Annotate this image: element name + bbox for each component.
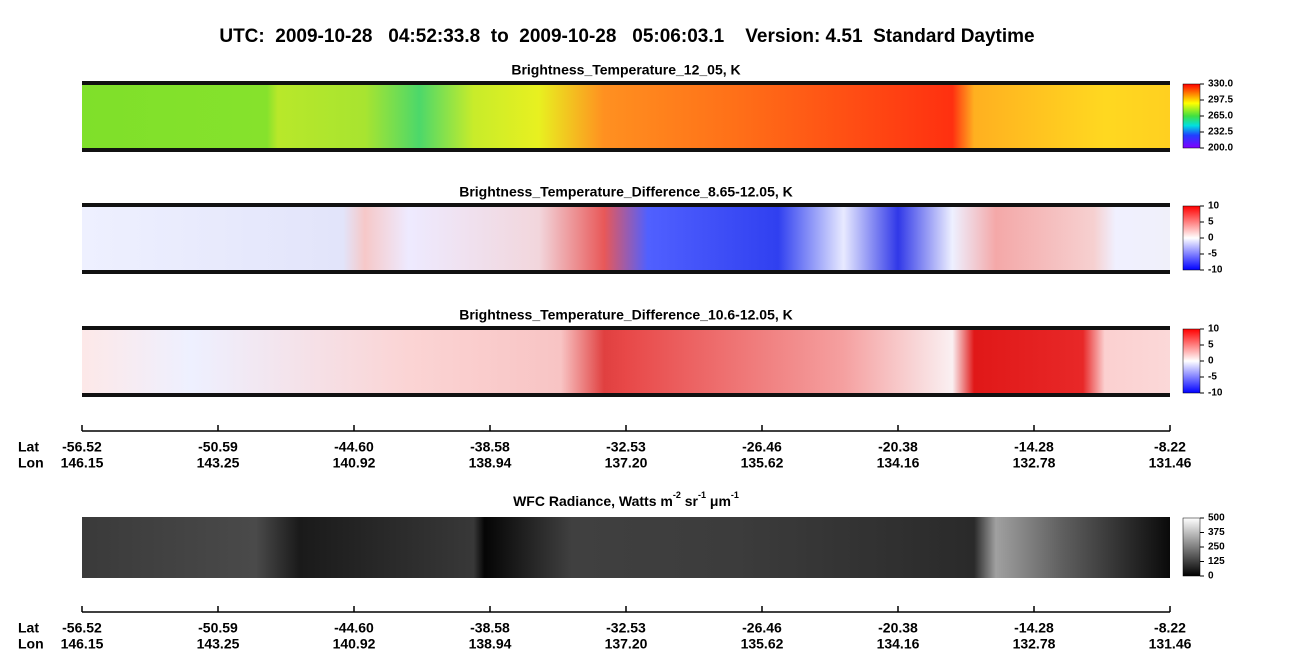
title-part: -1 xyxy=(698,490,706,500)
swath-edge xyxy=(82,326,1170,330)
colorbar-tick-label: 0 xyxy=(1208,233,1214,244)
lat-tick-label: -44.60 xyxy=(334,620,374,636)
lat-label: Lat xyxy=(18,620,39,636)
lat-label: Lat xyxy=(18,439,39,455)
lat-tick-label: -26.46 xyxy=(742,620,782,636)
heatmap-image xyxy=(82,205,1170,272)
lon-tick-label: 140.92 xyxy=(333,636,376,652)
lon-tick-label: 134.16 xyxy=(877,455,920,471)
colorbar-tick-label: 0 xyxy=(1208,356,1214,367)
panel-title: WFC Radiance, Watts m-2 sr-1 μm-1 xyxy=(513,490,739,508)
lat-tick-label: -44.60 xyxy=(334,439,374,455)
lat-tick-label: -26.46 xyxy=(742,439,782,455)
lon-tick-label: 134.16 xyxy=(877,636,920,652)
lat-tick-label: -38.58 xyxy=(470,439,510,455)
colorbar-tick-label: -10 xyxy=(1208,265,1223,276)
colorbar xyxy=(1182,328,1201,394)
heatmap-image xyxy=(82,328,1170,395)
swath-edge xyxy=(82,81,1170,85)
title-part: -1 xyxy=(731,490,739,500)
lon-tick-label: 138.94 xyxy=(469,636,512,652)
main-title: UTC: 2009-10-28 04:52:33.8 to 2009-10-28… xyxy=(219,26,1034,47)
colorbar-tick-label: 0 xyxy=(1208,571,1214,582)
colorbar-tick-label: -5 xyxy=(1208,372,1217,383)
title-part: -2 xyxy=(673,490,681,500)
colorbar-tick-label: 10 xyxy=(1208,324,1220,335)
lon-tick-label: 131.46 xyxy=(1149,636,1192,652)
colorbar-tick-label: 125 xyxy=(1208,556,1225,567)
panel-title: Brightness_Temperature_Difference_10.6-1… xyxy=(459,307,793,323)
colorbar-tick-label: 5 xyxy=(1208,217,1214,228)
lat-tick-label: -56.52 xyxy=(62,620,102,636)
swath-edge xyxy=(82,148,1170,152)
lat-tick-label: -50.59 xyxy=(198,620,238,636)
lat-tick-label: -50.59 xyxy=(198,439,238,455)
lon-tick-label: 132.78 xyxy=(1013,455,1056,471)
lat-tick-label: -32.53 xyxy=(606,439,646,455)
lon-tick-label: 143.25 xyxy=(197,636,240,652)
lat-tick-label: -20.38 xyxy=(878,620,918,636)
lat-tick-label: -32.53 xyxy=(606,620,646,636)
colorbar-tick-label: 375 xyxy=(1208,527,1225,538)
colorbar-tick-label: 500 xyxy=(1208,513,1225,524)
lat-tick-label: -38.58 xyxy=(470,620,510,636)
lon-tick-label: 131.46 xyxy=(1149,455,1192,471)
lat-tick-label: -8.22 xyxy=(1154,439,1186,455)
colorbar-tick-label: 232.5 xyxy=(1208,127,1233,138)
lat-tick-label: -14.28 xyxy=(1014,439,1054,455)
colorbar-tick-label: 297.5 xyxy=(1208,95,1233,106)
colorbar-tick-label: -5 xyxy=(1208,249,1217,260)
lon-tick-label: 137.20 xyxy=(605,636,648,652)
lon-tick-label: 132.78 xyxy=(1013,636,1056,652)
lon-tick-label: 135.62 xyxy=(741,636,784,652)
colorbar xyxy=(1182,205,1201,271)
lon-tick-label: 143.25 xyxy=(197,455,240,471)
title-part: sr xyxy=(681,493,699,509)
colorbar-tick-label: 265.0 xyxy=(1208,111,1233,122)
lon-tick-label: 146.15 xyxy=(61,455,104,471)
lon-tick-label: 138.94 xyxy=(469,455,512,471)
lat-tick-label: -14.28 xyxy=(1014,620,1054,636)
colorbar xyxy=(1182,517,1201,577)
swath-edge xyxy=(82,393,1170,397)
lon-tick-label: 137.20 xyxy=(605,455,648,471)
heatmap-image xyxy=(82,83,1170,150)
colorbar xyxy=(1182,83,1201,149)
lat-tick-label: -20.38 xyxy=(878,439,918,455)
swath-edge xyxy=(82,203,1170,207)
lat-tick-label: -8.22 xyxy=(1154,620,1186,636)
heatmap-image xyxy=(82,517,1170,578)
colorbar-tick-label: 200.0 xyxy=(1208,143,1233,154)
colorbar-tick-label: -10 xyxy=(1208,388,1223,399)
lat-tick-label: -56.52 xyxy=(62,439,102,455)
swath-edge xyxy=(82,270,1170,274)
title-part: WFC Radiance, Watts m xyxy=(513,493,673,509)
title-part: μm xyxy=(706,493,731,509)
lon-tick-label: 140.92 xyxy=(333,455,376,471)
colorbar-tick-label: 330.0 xyxy=(1208,79,1233,90)
colorbar-tick-label: 5 xyxy=(1208,340,1214,351)
lon-tick-label: 135.62 xyxy=(741,455,784,471)
colorbar-tick-label: 250 xyxy=(1208,542,1225,553)
lon-tick-label: 146.15 xyxy=(61,636,104,652)
panel-title: Brightness_Temperature_Difference_8.65-1… xyxy=(459,184,793,200)
panel-title: Brightness_Temperature_12_05, K xyxy=(511,62,740,78)
lon-label: Lon xyxy=(18,455,44,471)
lon-label: Lon xyxy=(18,636,44,652)
colorbar-tick-label: 10 xyxy=(1208,201,1220,212)
